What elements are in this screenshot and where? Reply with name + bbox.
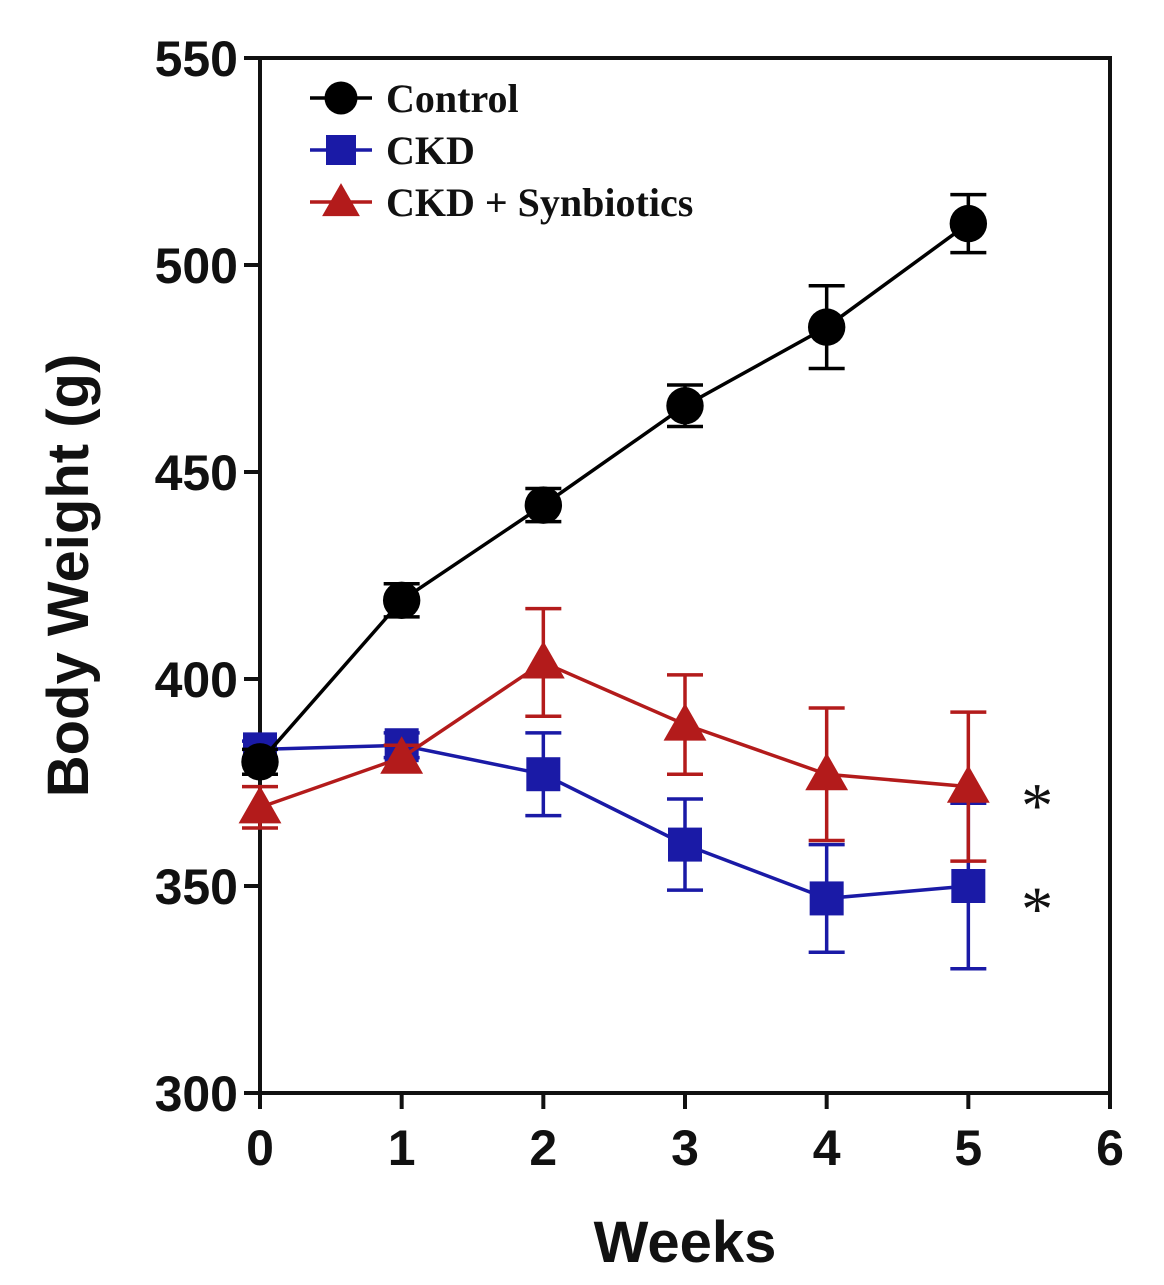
legend-label: Control bbox=[386, 76, 519, 121]
legend: Control CKD CKD + Synbiotics bbox=[310, 76, 693, 225]
y-tick-label: 550 bbox=[155, 31, 238, 87]
axes: 0 1 2 3 4 5 6 300 350 400 450 500 550 Weeks Body Weigh… bbox=[36, 31, 1124, 1275]
y-tick-label: 300 bbox=[155, 1066, 238, 1122]
significance-asterisk: * bbox=[1021, 770, 1053, 841]
data-point bbox=[241, 743, 279, 781]
series-ckd bbox=[242, 728, 987, 971]
series-control bbox=[241, 192, 988, 781]
data-point bbox=[526, 757, 561, 792]
legend-marker bbox=[324, 81, 358, 115]
x-axis-title: Weeks bbox=[594, 1210, 777, 1275]
legend-marker bbox=[326, 135, 356, 165]
data-point bbox=[382, 581, 421, 620]
x-tick-label: 6 bbox=[1096, 1120, 1124, 1176]
data-point bbox=[521, 641, 565, 679]
y-tick-label: 350 bbox=[155, 859, 238, 915]
x-tick-label: 4 bbox=[813, 1120, 841, 1176]
legend-item-control: Control bbox=[310, 76, 519, 121]
legend-item-ckd: CKD bbox=[310, 128, 475, 173]
x-tick-label: 1 bbox=[388, 1120, 416, 1176]
data-point bbox=[809, 881, 844, 916]
series-layer bbox=[238, 192, 990, 971]
y-tick-label: 450 bbox=[155, 445, 238, 501]
x-tick-label: 3 bbox=[671, 1120, 699, 1176]
y-axis-title: Body Weight (g) bbox=[36, 354, 101, 798]
y-tick-label: 500 bbox=[155, 238, 238, 294]
data-point bbox=[524, 486, 563, 524]
data-point bbox=[807, 308, 846, 346]
series-line bbox=[258, 222, 970, 763]
data-point bbox=[946, 765, 990, 803]
data-point bbox=[951, 869, 986, 903]
annotations: ** bbox=[1021, 770, 1053, 945]
x-tick-label: 5 bbox=[954, 1120, 982, 1176]
data-point bbox=[949, 204, 988, 243]
legend-label: CKD + Synbiotics bbox=[386, 180, 693, 225]
data-point bbox=[666, 387, 704, 425]
series-line bbox=[259, 660, 969, 809]
legend-marker bbox=[322, 183, 360, 217]
x-tick-label: 2 bbox=[529, 1120, 557, 1176]
x-tick-label: 0 bbox=[246, 1120, 274, 1176]
legend-label: CKD bbox=[386, 128, 475, 173]
series-line bbox=[259, 743, 969, 901]
data-point bbox=[668, 827, 702, 862]
data-point bbox=[805, 752, 849, 791]
data-point bbox=[663, 703, 707, 741]
series-ckd-synbiotics bbox=[238, 606, 990, 863]
data-point bbox=[238, 785, 282, 824]
data-point bbox=[380, 736, 424, 774]
y-tick-label: 400 bbox=[155, 652, 238, 708]
legend-item-ckd-synbiotics: CKD + Synbiotics bbox=[310, 180, 693, 225]
significance-asterisk: * bbox=[1021, 873, 1053, 944]
